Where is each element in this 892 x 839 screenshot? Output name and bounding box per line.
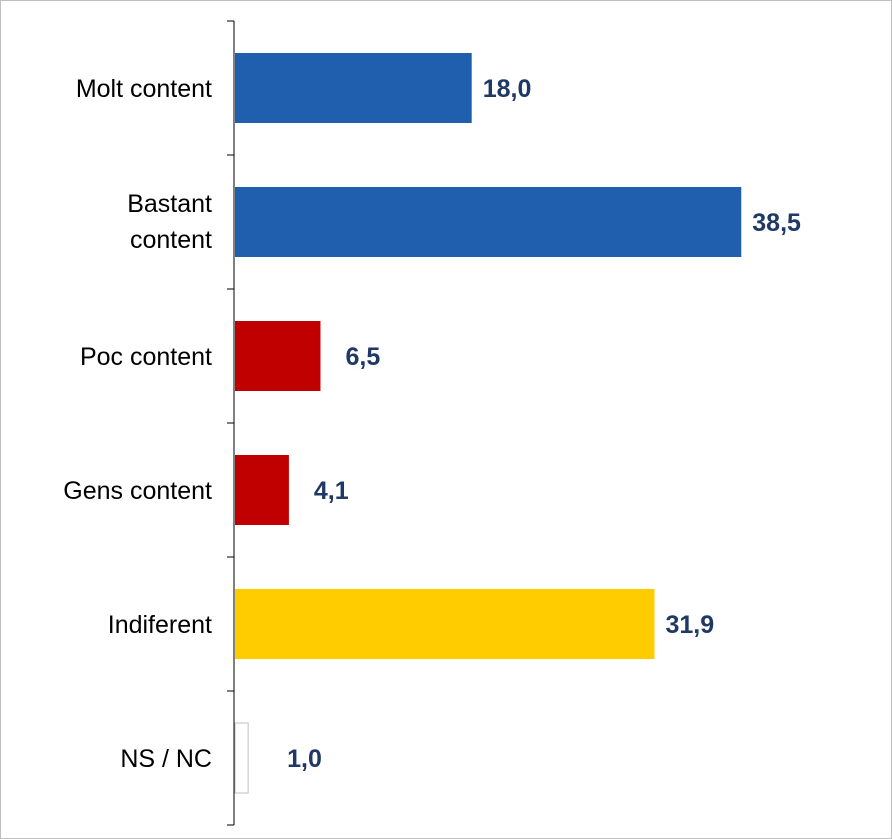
- value-label: 6,5: [345, 343, 380, 371]
- category-label: Indiferent: [108, 611, 212, 639]
- value-label: 1,0: [287, 745, 322, 773]
- category-label: Bastant content: [127, 190, 212, 254]
- value-label: 31,9: [665, 611, 714, 639]
- bar: [235, 455, 289, 525]
- category-label: Molt content: [76, 75, 212, 103]
- category-label: NS / NC: [120, 745, 212, 773]
- category-label: Poc content: [80, 343, 212, 371]
- category-label: Gens content: [63, 477, 212, 505]
- value-label: 4,1: [314, 477, 349, 505]
- value-label: 18,0: [483, 75, 532, 103]
- value-label: 38,5: [752, 209, 801, 237]
- bar: [234, 722, 249, 794]
- bar: [235, 53, 472, 123]
- bar: [235, 187, 742, 257]
- bar: [235, 589, 655, 659]
- bar: [235, 321, 321, 391]
